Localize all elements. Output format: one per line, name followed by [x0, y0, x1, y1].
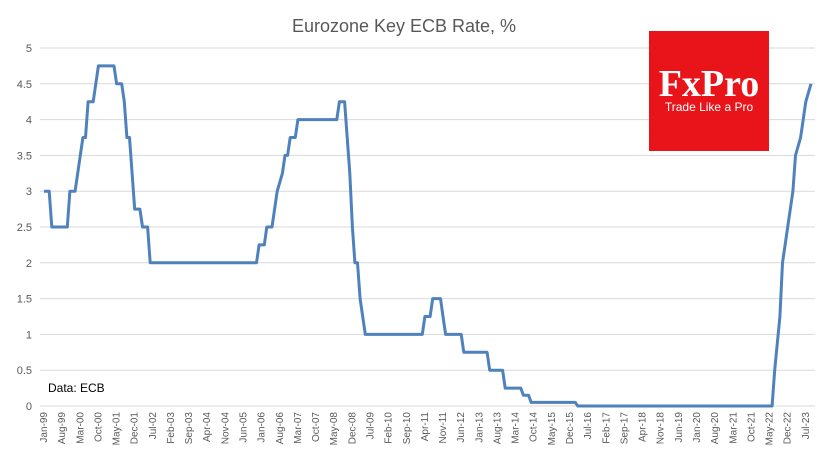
x-tick-label: Apr-04: [202, 412, 213, 442]
x-tick-label: Dec-22: [783, 412, 794, 445]
x-tick-label: May-15: [547, 412, 558, 446]
y-tick-label: 0.5: [17, 365, 32, 377]
x-tick-label: Mar-00: [75, 412, 86, 444]
y-tick-label: 0: [26, 401, 32, 413]
x-tick-label: Nov-18: [656, 412, 667, 445]
x-tick-label: Aug-13: [492, 412, 503, 445]
source-note: Data: ECB: [48, 381, 105, 395]
brand-logo: FxPro Trade Like a Pro: [649, 31, 769, 151]
x-tick-label: Nov-11: [438, 412, 449, 444]
x-tick-label: Feb-17: [601, 412, 612, 444]
x-tick-label: Oct-21: [746, 412, 757, 442]
x-tick-label: Aug-99: [57, 412, 68, 445]
y-tick-label: 2: [26, 258, 32, 270]
chart-title: Eurozone Key ECB Rate, %: [292, 16, 516, 36]
x-tick-label: Sep-03: [184, 412, 195, 445]
x-tick-label: Jul-02: [148, 412, 159, 440]
y-tick-label: 1.5: [17, 294, 32, 306]
x-tick-label: Dec-08: [347, 412, 358, 445]
y-tick-label: 3: [26, 186, 32, 198]
x-tick-label: Sep-17: [619, 412, 630, 445]
x-tick-label: Jun-05: [239, 412, 250, 443]
x-tick-label: Jan-06: [257, 412, 268, 443]
x-tick-label: Mar-14: [511, 412, 522, 444]
x-tick-label: Aug-20: [710, 412, 721, 445]
x-tick-label: Apr-11: [420, 412, 431, 442]
y-axis-ticks: 0 0.5 1 1.5 2 2.5 3 3.5 4 4.5 5: [17, 43, 32, 413]
x-axis-ticks: Jan-99 Aug-99 Mar-00 Oct-00 May-01 Dec-01 Jul-…: [39, 412, 812, 446]
x-tick-label: Dec-15: [565, 412, 576, 445]
x-tick-label: Dec-01: [130, 412, 141, 445]
y-tick-label: 1: [26, 329, 32, 341]
brand-logo-name: FxPro: [659, 63, 760, 105]
x-tick-label: Jul-09: [365, 412, 376, 440]
x-tick-label: Jan-20: [692, 412, 703, 443]
x-tick-label: Jul-23: [801, 412, 812, 440]
x-tick-label: Oct-00: [93, 412, 104, 442]
y-tick-label: 4: [26, 115, 32, 127]
y-tick-label: 4.5: [17, 79, 32, 91]
x-tick-label: Jan-13: [474, 412, 485, 443]
brand-logo-tagline: Trade Like a Pro: [665, 100, 754, 114]
x-tick-label: Jun-19: [674, 412, 685, 443]
y-tick-label: 5: [26, 43, 32, 55]
y-tick-label: 2.5: [17, 222, 32, 234]
x-tick-label: May-08: [329, 412, 340, 446]
x-tick-label: Apr-18: [638, 412, 649, 442]
x-tick-label: Aug-06: [275, 412, 286, 445]
x-tick-label: Feb-03: [166, 412, 177, 444]
x-tick-label: Oct-14: [529, 412, 540, 442]
x-tick-label: May-01: [112, 412, 123, 446]
x-tick-label: Mar-07: [293, 412, 304, 444]
x-tick-label: Sep-10: [402, 412, 413, 445]
brand-logo-background: [649, 31, 769, 151]
series-line-ecb-rate: [44, 64, 813, 408]
x-tick-label: Feb-10: [384, 412, 395, 444]
x-tick-label: Jun-12: [456, 412, 467, 443]
x-tick-label: Oct-07: [311, 412, 322, 442]
x-tick-label: Nov-04: [220, 412, 231, 445]
x-tick-label: Mar-21: [728, 412, 739, 444]
x-tick-label: Jul-16: [583, 412, 594, 440]
x-tick-label: May-22: [765, 412, 776, 446]
x-tick-label: Jan-99: [39, 412, 50, 443]
y-tick-label: 3.5: [17, 150, 32, 162]
